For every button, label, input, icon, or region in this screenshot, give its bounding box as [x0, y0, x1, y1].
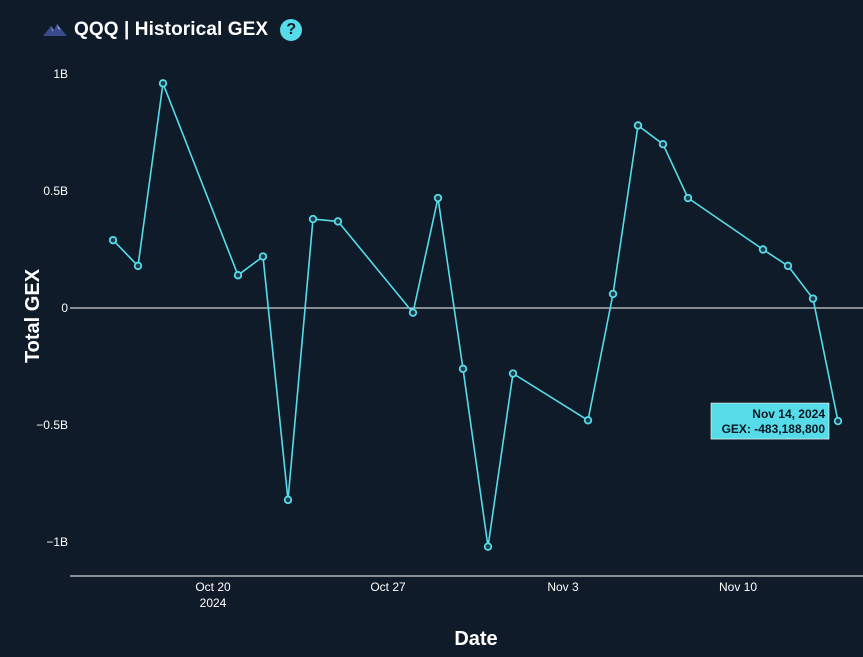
data-point[interactable]	[808, 294, 818, 303]
y-tick-label: 0.5B	[43, 184, 68, 198]
x-tick-label: Oct 20	[195, 580, 231, 594]
x-tick-label: Nov 10	[719, 580, 757, 594]
hover-tooltip: Nov 14, 2024 GEX: -483,188,800	[710, 402, 830, 440]
chart-title: QQQ | Historical GEX	[74, 19, 269, 40]
data-point[interactable]	[158, 79, 168, 88]
data-point[interactable]	[458, 364, 468, 374]
chart-header: QQQ | Historical GEX ?	[42, 16, 303, 44]
y-tick-label: −1B	[46, 535, 68, 549]
x-axis-title: Date	[454, 628, 497, 650]
data-point[interactable]	[308, 214, 318, 224]
data-point[interactable]	[233, 271, 243, 280]
data-point[interactable]	[408, 308, 418, 317]
tooltip-box	[710, 402, 830, 440]
tooltip-value: GEX: -483,188,800	[722, 422, 826, 436]
data-point[interactable]	[658, 139, 668, 149]
question-mark-icon[interactable]: ?	[280, 19, 303, 41]
x-tick-label: Nov 3	[547, 580, 579, 594]
gex-series-line	[112, 82, 839, 548]
y-tick-label: 0	[61, 301, 68, 315]
data-point[interactable]	[783, 261, 793, 271]
data-point[interactable]	[833, 416, 843, 426]
data-point[interactable]	[633, 121, 643, 130]
x-tick-label: Oct 27	[370, 580, 406, 594]
y-axis-ticks: 1B 0.5B 0 −0.5B −1B	[36, 67, 68, 549]
y-tick-label: −0.5B	[36, 418, 68, 432]
x-axis-ticks: Oct 20 2024 Oct 27 Nov 3 Nov 10	[195, 580, 757, 610]
y-axis-title: Total GEX	[22, 268, 44, 363]
data-point[interactable]	[583, 416, 593, 425]
data-point[interactable]	[483, 542, 493, 551]
data-point[interactable]	[758, 245, 768, 254]
data-point[interactable]	[283, 495, 293, 505]
y-tick-label: 1B	[53, 67, 68, 81]
data-point[interactable]	[333, 217, 343, 226]
mountain-logo-icon	[43, 24, 67, 36]
data-point[interactable]	[683, 193, 693, 203]
tooltip-date: Nov 14, 2024	[752, 407, 825, 421]
data-point[interactable]	[133, 261, 143, 271]
x-tick-sublabel: 2024	[200, 596, 227, 610]
data-point[interactable]	[108, 235, 118, 245]
data-point[interactable]	[258, 252, 268, 261]
data-point[interactable]	[433, 193, 443, 203]
gex-data-points	[108, 79, 843, 551]
data-point[interactable]	[608, 289, 618, 299]
data-point[interactable]	[508, 369, 518, 378]
